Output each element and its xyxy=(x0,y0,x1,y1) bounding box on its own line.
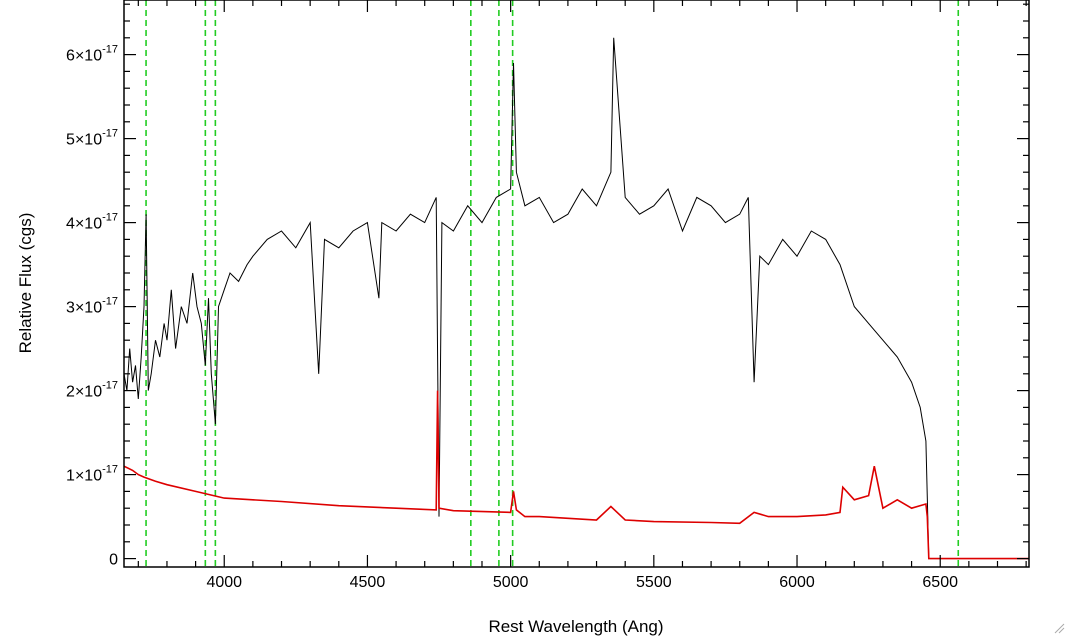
x-tick-label: 4000 xyxy=(206,574,242,591)
x-axis-label: Rest Wavelength (Ang) xyxy=(488,617,663,636)
x-tick-label: 6000 xyxy=(779,574,815,591)
plot-frame xyxy=(123,0,1030,568)
x-tick-label: 5000 xyxy=(493,574,529,591)
y-axis-label: Relative Flux (cgs) xyxy=(16,213,35,354)
x-tick-label: 6500 xyxy=(922,574,958,591)
series-group xyxy=(124,37,1029,560)
y-tick-label: 1×10-17 xyxy=(66,464,118,485)
tick-label-group: 4000 4500 5000 5500 6000 6500 0 1×10-17 2×10-17 3… xyxy=(66,44,958,591)
y-tick-label: 0 xyxy=(109,552,118,569)
y-tick-label: 2×10-17 xyxy=(66,380,118,401)
y-tick-label: 3×10-17 xyxy=(66,296,118,317)
spectrum-flux-line xyxy=(124,37,930,559)
y-tick-label: 6×10-17 xyxy=(66,44,118,65)
y-tick-label: 5×10-17 xyxy=(66,128,118,149)
x-tick-label: 5500 xyxy=(636,574,672,591)
vertical-line-group xyxy=(145,0,960,567)
resize-grip-icon[interactable] xyxy=(1053,622,1065,634)
spectrum-error-line xyxy=(124,390,1029,560)
y-tick-label: 4×10-17 xyxy=(66,212,118,233)
axes-group xyxy=(123,0,1030,568)
x-tick-label: 4500 xyxy=(350,574,386,591)
